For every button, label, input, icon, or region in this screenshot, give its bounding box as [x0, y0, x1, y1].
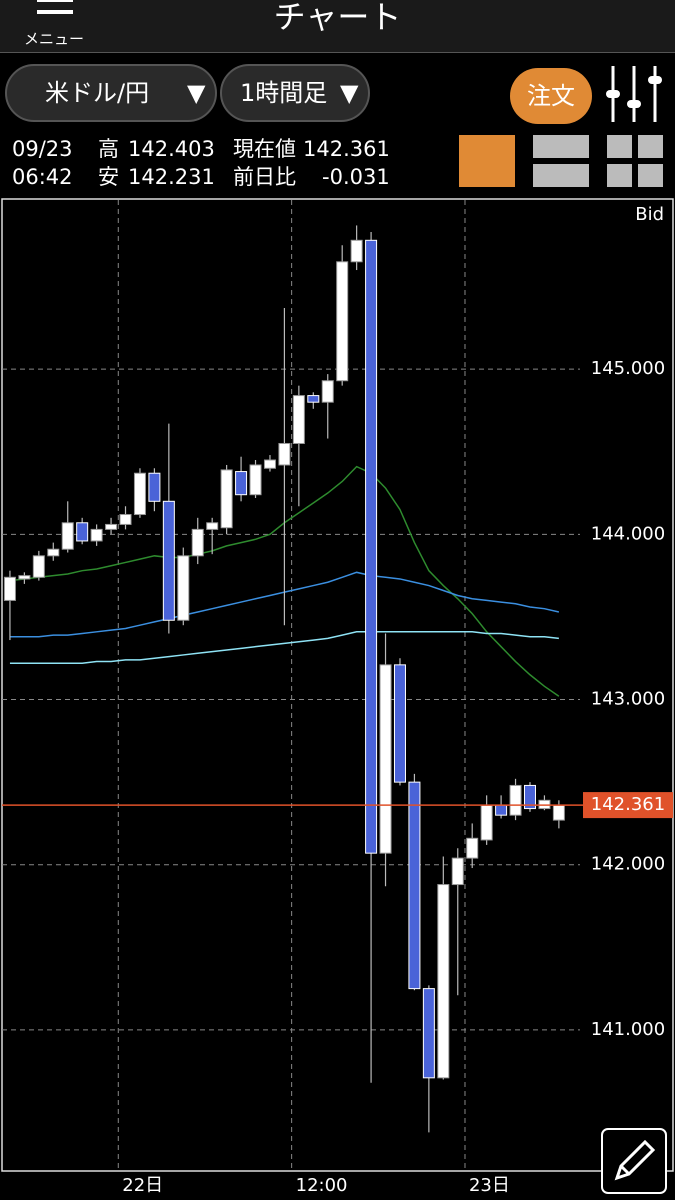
timeframe-select[interactable]: 1時間足 ▼ — [220, 64, 370, 122]
date: 09/23 — [12, 137, 73, 161]
order-button[interactable]: 注文 — [510, 68, 592, 124]
menu-icon — [37, 0, 73, 14]
layout-quad[interactable] — [607, 135, 663, 187]
menu-button[interactable]: メニュー — [20, 0, 92, 50]
candle-body — [148, 472, 161, 502]
candle-body — [61, 522, 74, 550]
layout-cell — [533, 164, 589, 187]
candle-body — [206, 522, 219, 530]
candle-body — [379, 664, 392, 854]
y-tick-label: 144.000 — [591, 523, 665, 544]
slider-knobs — [606, 76, 662, 108]
layout-cell — [607, 164, 632, 187]
candle-body — [336, 261, 349, 382]
candle-body — [292, 395, 305, 444]
candle-body — [437, 884, 450, 1079]
current-label: 現在値 — [233, 137, 296, 161]
candle-body — [235, 471, 248, 496]
candle-body — [422, 988, 435, 1079]
change-value: -0.031 — [322, 165, 390, 189]
candle-body — [495, 804, 508, 816]
x-tick-label: 23日 — [469, 1175, 510, 1196]
candle-body — [133, 472, 146, 516]
y-tick-label: 145.000 — [591, 358, 665, 379]
candle-body — [18, 575, 31, 580]
candle-body — [523, 784, 536, 810]
candle-body — [393, 664, 406, 783]
top-bar: メニュー チャート — [0, 0, 675, 53]
candle-body — [321, 380, 334, 403]
current-price-tag — [583, 792, 673, 819]
draw-button[interactable] — [601, 1128, 667, 1194]
candle-body — [32, 555, 45, 578]
current-price-label: 142.361 — [591, 794, 665, 815]
low-label: 安 — [98, 165, 119, 189]
candle-body — [480, 804, 493, 841]
candle-body — [466, 837, 479, 859]
candle-body — [263, 459, 276, 469]
pair-label: 米ドル/円 — [45, 79, 150, 107]
settings-icon[interactable] — [605, 66, 665, 122]
dropdown-arrow: ▼ — [187, 79, 206, 107]
current-value: 142.361 — [303, 137, 390, 161]
layout-cell — [638, 164, 663, 187]
time: 06:42 — [12, 165, 73, 189]
layout-cell — [638, 135, 663, 158]
candle-body — [278, 442, 291, 466]
change-label: 前日比 — [233, 165, 296, 189]
candle-body — [365, 239, 378, 854]
candle-body — [220, 469, 233, 529]
menu-label: メニュー — [24, 30, 85, 48]
candle-body — [3, 576, 16, 601]
high-value: 142.403 — [128, 137, 215, 161]
candle-body — [408, 781, 421, 990]
candle-body — [105, 523, 118, 530]
candle-body — [177, 555, 190, 621]
layout-double[interactable] — [533, 135, 589, 187]
layout-single[interactable] — [459, 135, 515, 187]
candle-body — [191, 528, 204, 557]
candle-body — [162, 500, 175, 621]
screen-title: チャート — [273, 0, 402, 36]
low-value: 142.231 — [128, 165, 215, 189]
x-tick-label: 12:00 — [296, 1175, 348, 1196]
candle-body — [249, 464, 262, 496]
candle-body — [350, 239, 363, 263]
plot-frame — [1, 198, 674, 1172]
layout-cell — [607, 135, 632, 158]
moving-average — [9, 631, 559, 664]
x-tick-label: 22日 — [122, 1175, 163, 1196]
y-tick-label: 143.000 — [591, 689, 665, 710]
price-side: Bid — [635, 204, 664, 225]
candle-body — [90, 528, 103, 542]
y-tick-label: 141.000 — [591, 1019, 665, 1040]
candle-body — [451, 857, 464, 886]
timeframe-label: 1時間足 — [240, 79, 328, 107]
candle-body — [47, 548, 60, 557]
y-tick-label: 142.000 — [591, 854, 665, 875]
candle-body — [552, 804, 565, 821]
layout-cell — [533, 135, 589, 158]
candle-body — [307, 395, 320, 403]
candle-body — [119, 514, 132, 525]
pencil-icon — [614, 1139, 656, 1181]
candle-body — [509, 784, 522, 816]
pair-select[interactable]: 米ドル/円 ▼ — [5, 64, 217, 122]
draw-button-frame — [601, 1128, 667, 1194]
dropdown-arrow: ▼ — [340, 79, 359, 107]
candle-body — [76, 522, 89, 542]
high-label: 高 — [98, 137, 119, 161]
